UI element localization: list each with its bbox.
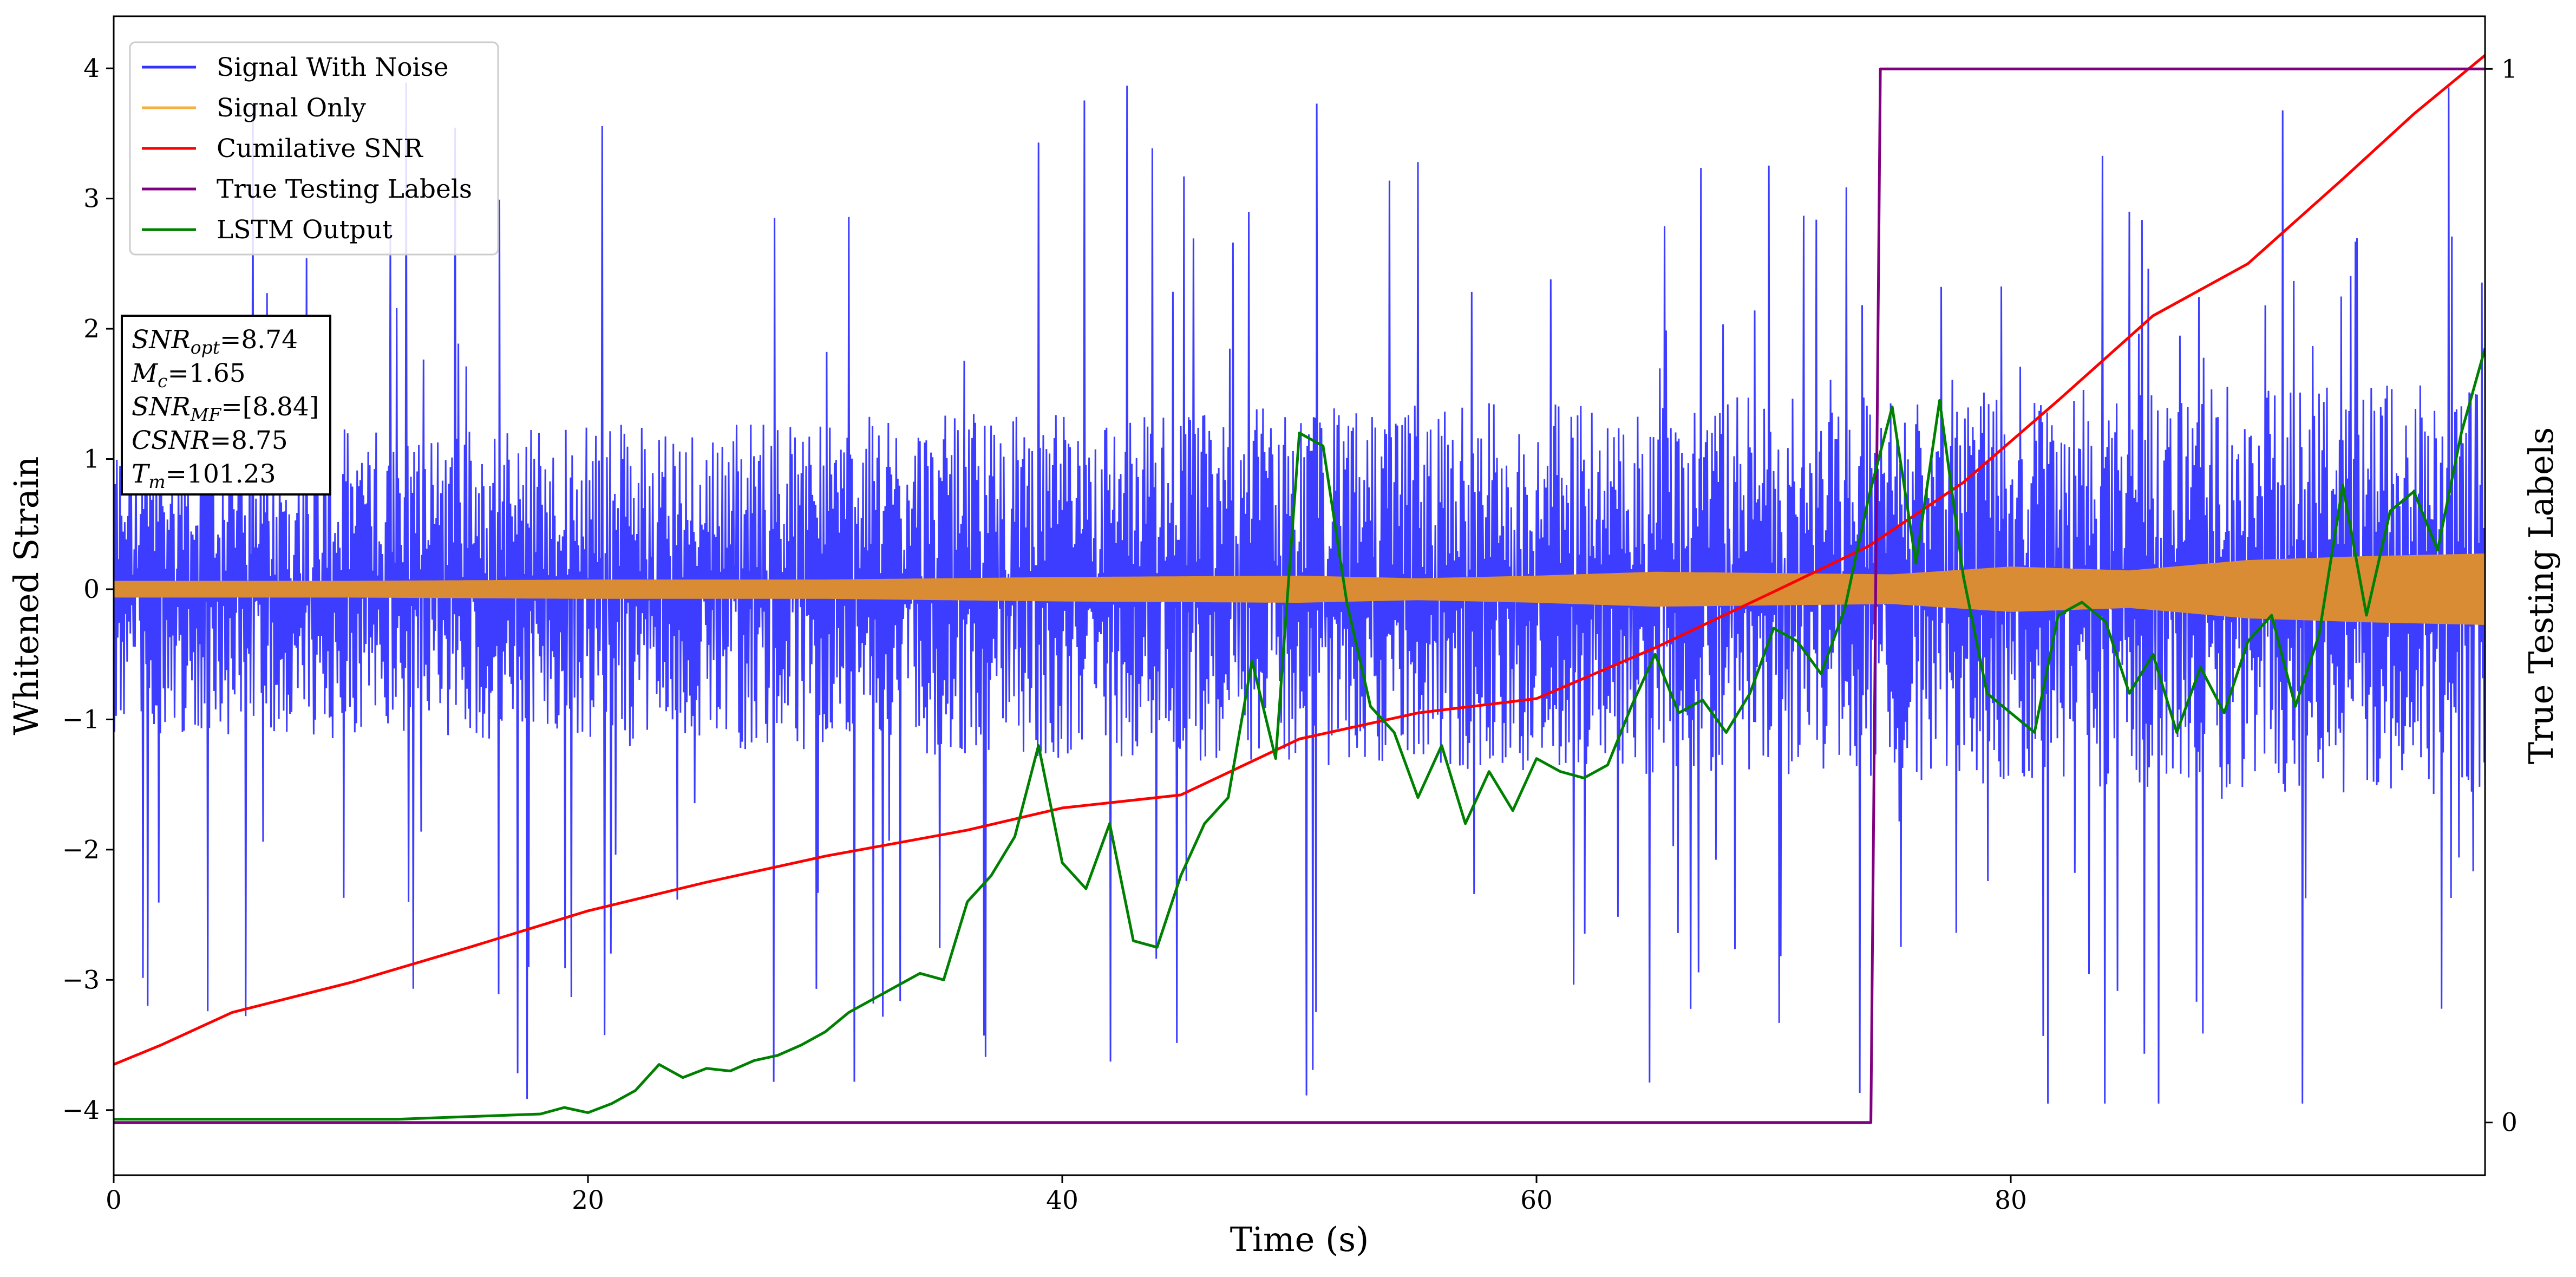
y2-tick-label: 1 [2501,54,2518,84]
series-signal-with-noise [114,82,2485,1104]
info-box-line: Mc=1.65 [131,359,246,392]
series-lstm-output [114,348,2485,1121]
legend-frame [129,41,499,256]
x-tick-label: 60 [1520,1185,1553,1215]
x-tick-label: 40 [1046,1185,1078,1215]
info-box-line: CSNR=8.75 [132,426,288,455]
y-tick-label: −2 [62,835,100,865]
plot-frame [113,15,2486,1176]
y-tick-label: 0 [83,575,100,604]
legend-entry: Cumilative SNR [217,134,423,164]
y-axis-label: Whitened Strain [6,457,46,735]
y-tick-label: −1 [62,705,100,734]
info-box-line: SNRopt=8.74 [132,325,298,358]
info-box-line: Tm=101.23 [132,459,276,492]
x-tick-label: 80 [1995,1185,2027,1215]
series-cumilative-snr [114,54,2485,1066]
y-tick-label: −4 [62,1096,100,1125]
series-signal-only [114,553,2485,625]
info-box-line: SNRMF=[8.84] [132,392,319,425]
plot-area [114,54,2485,1124]
y-tick-label: 4 [83,54,100,83]
legend-entry: Signal Only [217,93,366,123]
y-tick-label: 2 [83,314,100,344]
x-axis-label: Time (s) [1230,1220,1369,1259]
y2-axis-label: True Testing Labels [2521,427,2561,765]
info-box-frame [121,315,331,496]
x-tick-label: 0 [106,1185,122,1215]
legend-entry: True Testing Labels [217,174,472,204]
series-true-testing-labels [114,67,2485,1124]
y-tick-label: 1 [83,445,100,474]
y-tick-label: −3 [62,965,100,995]
y2-tick-label: 0 [2501,1108,2518,1138]
legend: Signal With Noise Signal Only Cumilative S… [129,41,499,256]
x-tick-label: 20 [572,1185,604,1215]
y-tick-label: 3 [83,184,100,214]
legend-entry: LSTM Output [217,215,393,245]
legend-entry: Signal With Noise [217,53,449,82]
